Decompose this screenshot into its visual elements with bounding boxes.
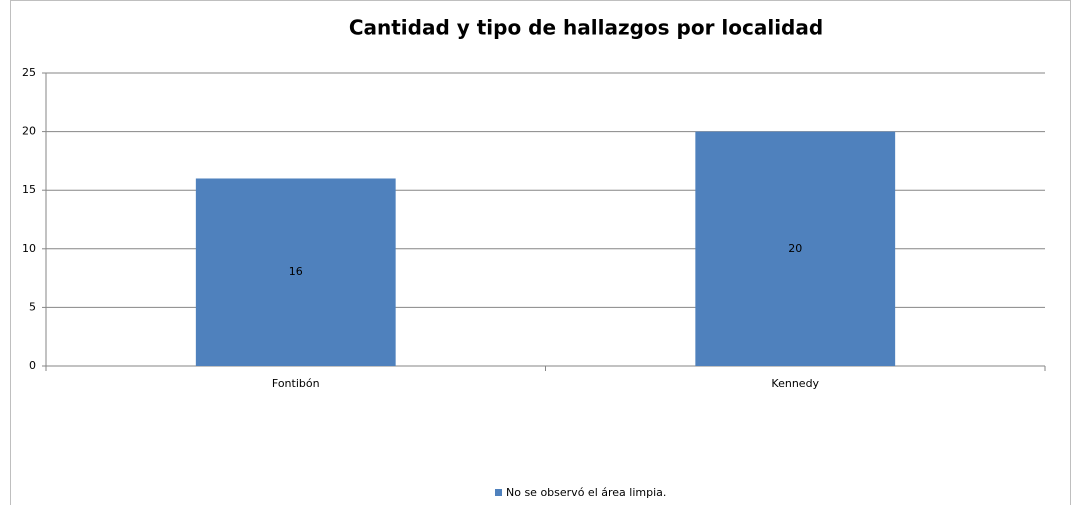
chart-border <box>10 0 1071 505</box>
legend-label: No se observó el área limpia. <box>506 486 666 499</box>
y-tick-label: 5 <box>29 300 36 313</box>
x-tick-label: Kennedy <box>771 377 819 390</box>
y-tick-label: 20 <box>22 125 36 138</box>
y-tick-label: 10 <box>22 242 36 255</box>
y-tick-label: 25 <box>22 66 36 79</box>
y-tick-label: 15 <box>22 183 36 196</box>
y-tick-label: 0 <box>29 359 36 372</box>
bar <box>195 178 396 366</box>
x-tick-label: Fontibón <box>272 377 320 390</box>
bar <box>695 131 896 366</box>
legend-swatch <box>495 489 502 496</box>
chart-title: Cantidad y tipo de hallazgos por localid… <box>349 16 823 40</box>
data-label: 20 <box>788 242 802 255</box>
data-label: 16 <box>289 265 303 278</box>
